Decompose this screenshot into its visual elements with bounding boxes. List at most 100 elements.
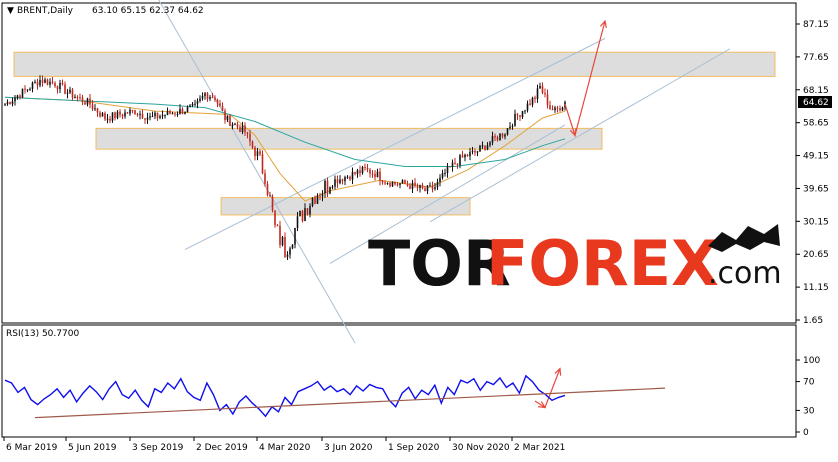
candle-body (284, 237, 286, 257)
candle-body (339, 179, 341, 184)
candle-body (291, 244, 294, 249)
candle-body (124, 112, 126, 117)
ohlc-values: 63.10 65.15 62.37 64.62 (92, 6, 204, 16)
candle-body (249, 133, 251, 142)
candle-body (486, 145, 489, 150)
candle-body (489, 142, 491, 146)
rsi-forecast-arrow-head (554, 367, 562, 376)
candle-body (446, 166, 449, 173)
candle-body (364, 166, 366, 168)
candle-body (219, 103, 221, 106)
candle-body (161, 115, 164, 117)
candle-body (366, 167, 369, 170)
candle-body (71, 89, 74, 98)
candle-body (66, 92, 69, 94)
time-tick-label: 6 Mar 2019 (6, 443, 58, 453)
candle-body (166, 110, 169, 116)
candle-body (401, 180, 404, 184)
candle-body (316, 195, 319, 204)
candle-body (549, 105, 551, 110)
candle-body (24, 88, 26, 90)
candle-body (371, 173, 374, 175)
candle-body (481, 145, 484, 147)
candle-body (41, 79, 44, 83)
candle-body (294, 227, 296, 245)
candle-body (79, 97, 81, 99)
candle-body (171, 113, 174, 115)
candle-body (419, 185, 421, 189)
price-zone (220, 197, 471, 216)
candle-body (479, 145, 481, 152)
candle-body (49, 81, 51, 85)
channel-line (184, 37, 606, 250)
candle-body (46, 79, 49, 85)
candle-body (336, 179, 339, 184)
rsi-tick-label: 0 (803, 428, 809, 438)
candle-body (509, 126, 511, 129)
price-tick-label: 39.65 (803, 184, 829, 194)
candle-body (154, 112, 156, 117)
price-forecast-arrow-head (599, 19, 607, 29)
channel-line (158, 0, 356, 344)
candle-body (6, 101, 9, 105)
candle-body (474, 150, 476, 153)
candle-body (226, 115, 229, 121)
candle-body (56, 86, 59, 90)
candle-body (359, 170, 361, 174)
candle-body (476, 151, 479, 153)
candle-body (431, 185, 434, 189)
candle-body (426, 185, 429, 192)
candle-body (94, 108, 96, 110)
candle-body (411, 182, 414, 189)
time-tick-label: 2 Mar 2021 (514, 443, 565, 453)
candle-body (361, 166, 364, 174)
candle-body (279, 225, 281, 246)
candle-body (39, 79, 41, 86)
candle-body (451, 162, 454, 167)
candle-body (244, 125, 246, 133)
candle-body (29, 88, 31, 90)
time-tick-label: 4 Mar 2020 (259, 443, 311, 453)
forecast-arrows (534, 19, 607, 409)
candle-body (464, 154, 466, 158)
candle-body (511, 125, 514, 127)
candle-body (529, 103, 531, 105)
candle-body (129, 109, 131, 114)
candle-body (434, 187, 436, 189)
candle-body (239, 127, 241, 133)
candle-body (51, 81, 54, 83)
candle-body (386, 182, 389, 184)
candle-body (234, 124, 236, 126)
candle-body (104, 113, 106, 120)
candle-body (99, 112, 101, 117)
candle-body (541, 85, 544, 93)
candle-body (499, 133, 501, 141)
candle-body (441, 173, 444, 178)
candle-body (191, 103, 194, 106)
watermark-tor: TOR (368, 227, 511, 300)
candle-body (101, 113, 104, 117)
candle-body (31, 82, 34, 89)
candle-body (34, 81, 36, 83)
candle-body (561, 107, 564, 111)
moving-average-slow (4, 96, 566, 167)
candle-body (76, 97, 79, 99)
time-tick-label: 3 Jun 2020 (324, 443, 373, 453)
candle-body (169, 110, 171, 114)
rsi-tick-label: 100 (803, 356, 820, 366)
candle-body (544, 92, 546, 95)
price-tick-label: 11.15 (803, 283, 829, 293)
candle-body (74, 97, 76, 99)
candle-body (136, 114, 139, 116)
candle-body (251, 141, 254, 148)
candle-body (346, 176, 349, 178)
candle-body (159, 116, 161, 118)
candle-body (554, 107, 556, 111)
last-price-badge (798, 95, 832, 108)
candle-body (246, 132, 249, 134)
collapse-arrow-icon[interactable]: ▼ (7, 6, 14, 16)
candle-body (421, 185, 424, 189)
chart-symbol-label: BRENT,Daily (17, 6, 74, 16)
candle-body (539, 85, 541, 89)
